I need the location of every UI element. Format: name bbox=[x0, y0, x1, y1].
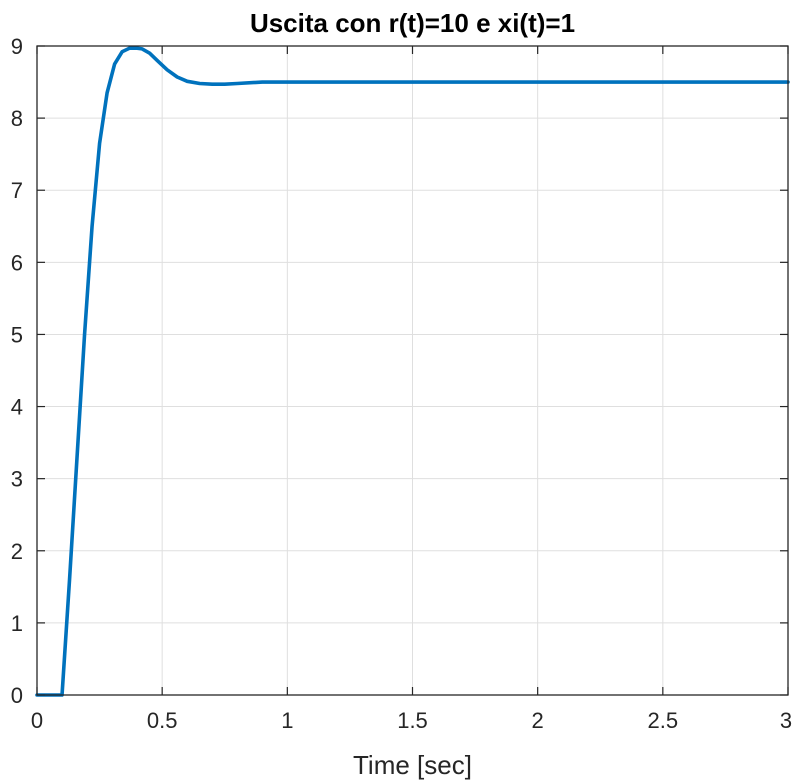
series-line bbox=[35, 46, 790, 697]
x-tick-label: 1 bbox=[281, 708, 293, 733]
y-tick-label: 4 bbox=[11, 395, 23, 420]
x-tick-label: 3 bbox=[780, 708, 792, 733]
x-tick-label: 2.5 bbox=[648, 708, 679, 733]
y-tick-label: 5 bbox=[11, 322, 23, 347]
y-tick-label: 3 bbox=[11, 467, 23, 492]
x-axis-label: Time [sec] bbox=[353, 750, 472, 780]
x-tick-label: 0 bbox=[31, 708, 43, 733]
y-tick-label: 0 bbox=[11, 683, 23, 708]
y-tick-label: 2 bbox=[11, 539, 23, 564]
y-tick-label: 1 bbox=[11, 611, 23, 636]
y-tick-label: 9 bbox=[11, 34, 23, 59]
x-tick-label: 0.5 bbox=[147, 708, 178, 733]
x-tick-label: 2 bbox=[532, 708, 544, 733]
y-tick-label: 7 bbox=[11, 178, 23, 203]
chart-title: Uscita con r(t)=10 e xi(t)=1 bbox=[250, 8, 575, 38]
x-tick-label: 1.5 bbox=[397, 708, 428, 733]
plot-lines bbox=[35, 46, 790, 697]
y-tick-label: 6 bbox=[11, 250, 23, 275]
y-tick-label: 8 bbox=[11, 106, 23, 131]
ticks: 0 0.5 1 1.5 2 2.5 3 0 1 2 3 4 5 6 7 8 9 bbox=[11, 34, 792, 733]
